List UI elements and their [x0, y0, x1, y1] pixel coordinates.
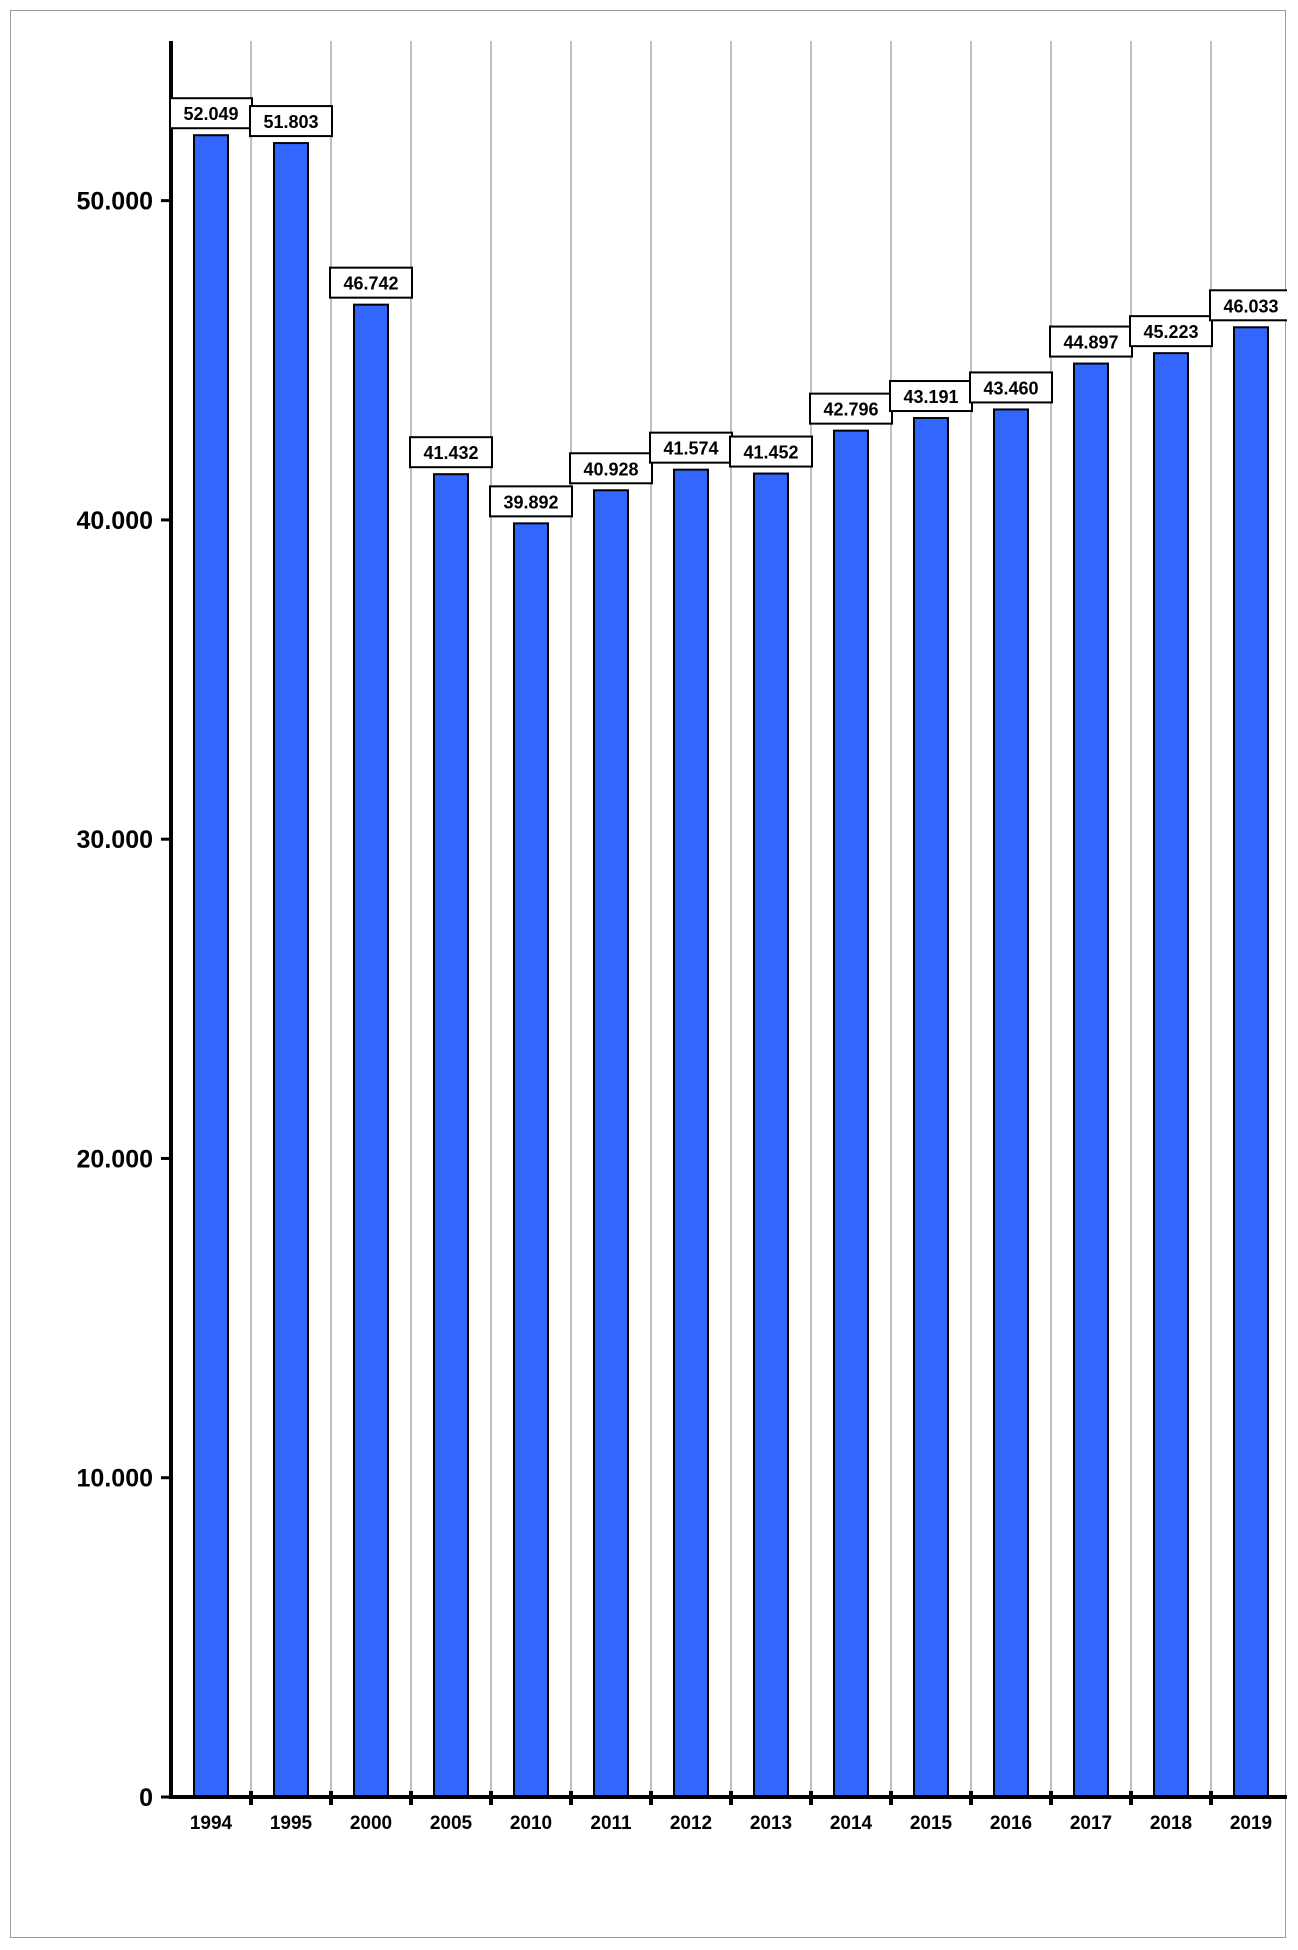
data-label-box — [569, 452, 653, 485]
data-label-text: 40.928 — [583, 459, 638, 479]
bar-2012 — [673, 468, 709, 1799]
data-label-box — [729, 435, 813, 468]
x-axis-categories: 1994 1995 2000 2005 2010 2011 2012 2013 2014 2015… — [190, 1791, 1272, 1834]
data-label-2015: 43.191 — [889, 380, 973, 413]
data-label-text: 43.460 — [983, 378, 1038, 398]
data-label-text: 41.452 — [743, 443, 798, 463]
y-tick-label: 30.000 — [77, 826, 153, 854]
x-category-label: 2012 — [670, 1813, 712, 1834]
x-category-label: 2013 — [750, 1813, 792, 1834]
data-label-text: 52.049 — [183, 104, 238, 124]
x-category-label: 2018 — [1150, 1813, 1192, 1834]
axes — [169, 41, 1287, 1799]
data-label-text: 51.803 — [263, 112, 318, 132]
x-category-label: 2019 — [1230, 1813, 1272, 1834]
x-category-label: 2005 — [430, 1813, 473, 1834]
bars — [193, 134, 1269, 1799]
data-label-text: 45.223 — [1143, 322, 1198, 342]
data-label-box — [329, 266, 413, 299]
bar-2017 — [1073, 362, 1109, 1798]
bar-2014 — [833, 429, 869, 1799]
bar-2019 — [1233, 326, 1269, 1798]
data-label-box — [969, 371, 1053, 404]
data-label-1994: 52.049 — [169, 97, 253, 130]
data-label-2014: 42.796 — [809, 392, 893, 425]
data-label-2011: 40.928 — [569, 452, 653, 485]
bar-2013 — [753, 472, 789, 1799]
data-label-box — [1129, 315, 1213, 348]
x-category-label: 2015 — [910, 1813, 953, 1834]
data-label-2012: 41.574 — [649, 431, 733, 464]
x-category-label: 2011 — [590, 1813, 632, 1834]
data-label-2005: 41.432 — [409, 436, 493, 469]
y-tick-label: 50.000 — [77, 188, 153, 216]
y-tick-label: 10.000 — [77, 1465, 153, 1493]
x-category-label: 1995 — [270, 1813, 313, 1834]
x-category-label: 2017 — [1070, 1813, 1112, 1834]
data-label-box — [169, 97, 253, 130]
y-tick-label: 0 — [139, 1784, 153, 1812]
bar-2015 — [913, 417, 949, 1798]
data-label-1995: 51.803 — [249, 105, 333, 138]
data-label-box — [809, 392, 893, 425]
data-label-text: 43.191 — [903, 387, 958, 407]
data-label-text: 42.796 — [823, 400, 878, 420]
bar-2005 — [433, 473, 469, 1799]
bar-1994 — [193, 134, 229, 1798]
x-category-label: 2014 — [830, 1813, 873, 1834]
x-category-label: 2000 — [350, 1813, 392, 1834]
bar-2000 — [353, 303, 389, 1799]
data-label-2017: 44.897 — [1049, 325, 1133, 358]
data-labels: 52.049 51.803 46.742 41.432 39.892 40.928 41.5… — [169, 97, 1287, 518]
bar-2010 — [513, 522, 549, 1799]
data-label-2018: 45.223 — [1129, 315, 1213, 348]
data-label-text: 41.574 — [663, 439, 718, 459]
data-label-box — [489, 485, 573, 518]
data-label-2013: 41.452 — [729, 435, 813, 468]
data-label-2000: 46.742 — [329, 266, 413, 299]
y-tick-label: 40.000 — [77, 507, 153, 535]
y-axis-ticks: 0 10.000 20.000 30.000 40.000 50.000 — [77, 188, 171, 1812]
data-label-2010: 39.892 — [489, 485, 573, 518]
x-category-label: 1994 — [190, 1813, 233, 1834]
y-tick-label: 20.000 — [77, 1145, 153, 1173]
chart-frame: 0 10.000 20.000 30.000 40.000 50.000 1994 1995… — [10, 10, 1287, 1938]
x-category-label: 2016 — [990, 1813, 1032, 1834]
data-label-box — [649, 431, 733, 464]
data-label-box — [889, 380, 973, 413]
gridlines — [250, 41, 1212, 1797]
data-label-box — [1209, 289, 1287, 322]
data-label-box — [409, 436, 493, 469]
data-label-2019: 46.033 — [1209, 289, 1287, 322]
bar-1995 — [273, 142, 309, 1798]
data-label-box — [249, 105, 333, 138]
x-category-label: 2010 — [510, 1813, 552, 1834]
bar-2018 — [1153, 352, 1189, 1798]
bar-2016 — [993, 408, 1029, 1799]
data-label-2016: 43.460 — [969, 371, 1053, 404]
data-label-text: 44.897 — [1063, 333, 1118, 353]
data-label-text: 46.742 — [343, 274, 398, 294]
bar-2011 — [593, 489, 629, 1798]
bar-chart: 0 10.000 20.000 30.000 40.000 50.000 1994 1995… — [77, 41, 1287, 1834]
data-label-text: 46.033 — [1223, 296, 1278, 316]
data-label-text: 41.432 — [423, 443, 478, 463]
data-label-text: 39.892 — [503, 492, 558, 512]
